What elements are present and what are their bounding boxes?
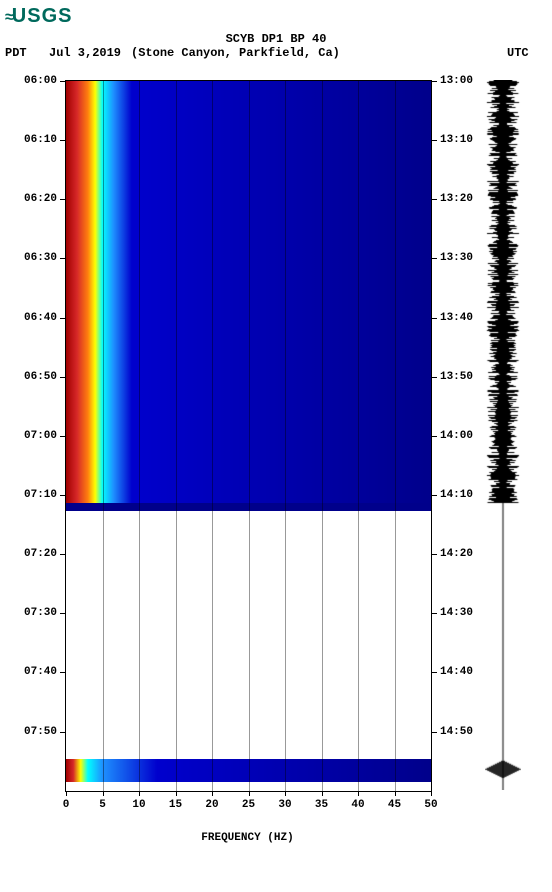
y-tick-label-right: 14:50 (440, 726, 473, 738)
x-tick (322, 791, 323, 796)
y-tick-left (60, 318, 66, 319)
gridline-vertical (176, 81, 177, 791)
waveform-trace (485, 80, 521, 790)
tz-left: PDT (5, 46, 49, 60)
x-axis-label: FREQUENCY (HZ) (65, 832, 430, 844)
x-tick-label: 45 (388, 799, 401, 811)
y-tick-left (60, 258, 66, 259)
y-tick-label-right: 13:00 (440, 75, 473, 87)
y-tick-label-right: 14:10 (440, 489, 473, 501)
y-tick-left (60, 199, 66, 200)
y-tick-right (431, 258, 437, 259)
y-tick-label-right: 14:40 (440, 666, 473, 678)
y-tick-right (431, 436, 437, 437)
y-tick-left (60, 436, 66, 437)
y-tick-label-left: 06:20 (24, 193, 57, 205)
y-tick-left (60, 81, 66, 82)
logo-text: USGS (12, 5, 73, 27)
x-tick-label: 50 (424, 799, 437, 811)
y-tick-right (431, 613, 437, 614)
gridline-vertical (139, 81, 140, 791)
x-tick (285, 791, 286, 796)
y-tick-label-right: 14:30 (440, 607, 473, 619)
chart-container: 0 5 10 15 20 25 30 35 40 45 50 06:00 13:00 06:10 13:10… (5, 68, 547, 828)
y-tick-label-left: 06:00 (24, 75, 57, 87)
gridline-vertical (212, 81, 213, 791)
y-tick-label-left: 07:00 (24, 430, 57, 442)
y-tick-label-right: 13:10 (440, 134, 473, 146)
y-tick-right (431, 140, 437, 141)
x-tick-label: 35 (315, 799, 328, 811)
x-tick (212, 791, 213, 796)
y-tick-right (431, 199, 437, 200)
x-tick (139, 791, 140, 796)
chart-subtitle-row: PDT Jul 3,2019 (Stone Canyon, Parkfield,… (5, 46, 547, 60)
y-tick-right (431, 672, 437, 673)
x-tick (66, 791, 67, 796)
tz-right: UTC (507, 46, 547, 60)
y-tick-right (431, 81, 437, 82)
x-tick-label: 25 (242, 799, 255, 811)
location-label: (Stone Canyon, Parkfield, Ca) (131, 46, 340, 60)
y-tick-right (431, 495, 437, 496)
x-tick-label: 15 (169, 799, 182, 811)
x-tick-label: 0 (63, 799, 70, 811)
y-tick-label-left: 07:30 (24, 607, 57, 619)
y-tick-label-right: 14:00 (440, 430, 473, 442)
y-tick-left (60, 613, 66, 614)
y-tick-left (60, 554, 66, 555)
y-tick-left (60, 672, 66, 673)
y-tick-label-left: 07:40 (24, 666, 57, 678)
y-tick-label-right: 13:20 (440, 193, 473, 205)
y-tick-label-left: 06:40 (24, 312, 57, 324)
gridline-vertical (358, 81, 359, 791)
x-tick-label: 5 (99, 799, 106, 811)
logo-wave: ≈ (5, 9, 12, 26)
y-tick-left (60, 732, 66, 733)
y-tick-label-left: 07:50 (24, 726, 57, 738)
gridline-vertical (103, 81, 104, 791)
x-tick (249, 791, 250, 796)
y-tick-right (431, 554, 437, 555)
gridline-vertical (249, 81, 250, 791)
y-tick-left (60, 495, 66, 496)
y-tick-label-left: 06:30 (24, 252, 57, 264)
gridline-vertical (322, 81, 323, 791)
date-label: Jul 3,2019 (49, 46, 121, 60)
y-tick-label-right: 13:50 (440, 371, 473, 383)
y-tick-left (60, 140, 66, 141)
y-tick-label-right: 14:20 (440, 548, 473, 560)
x-tick (176, 791, 177, 796)
y-tick-right (431, 377, 437, 378)
y-tick-label-right: 13:40 (440, 312, 473, 324)
x-tick (395, 791, 396, 796)
x-tick-label: 40 (351, 799, 364, 811)
x-tick-label: 20 (205, 799, 218, 811)
x-tick (358, 791, 359, 796)
gridline-vertical (395, 81, 396, 791)
y-tick-label-left: 07:20 (24, 548, 57, 560)
x-tick (103, 791, 104, 796)
y-tick-label-left: 06:50 (24, 371, 57, 383)
y-tick-label-left: 06:10 (24, 134, 57, 146)
gridline-vertical (285, 81, 286, 791)
x-tick-label: 30 (278, 799, 291, 811)
usgs-logo: ≈USGS (5, 5, 547, 28)
y-tick-right (431, 732, 437, 733)
y-tick-label-right: 13:30 (440, 252, 473, 264)
x-tick-label: 10 (132, 799, 145, 811)
y-tick-right (431, 318, 437, 319)
chart-title: SCYB DP1 BP 40 (5, 32, 547, 46)
x-tick (431, 791, 432, 796)
spectrogram-plot: 0510152025303540455006:0013:0006:1013:10… (65, 80, 432, 792)
y-tick-label-left: 07:10 (24, 489, 57, 501)
y-tick-left (60, 377, 66, 378)
